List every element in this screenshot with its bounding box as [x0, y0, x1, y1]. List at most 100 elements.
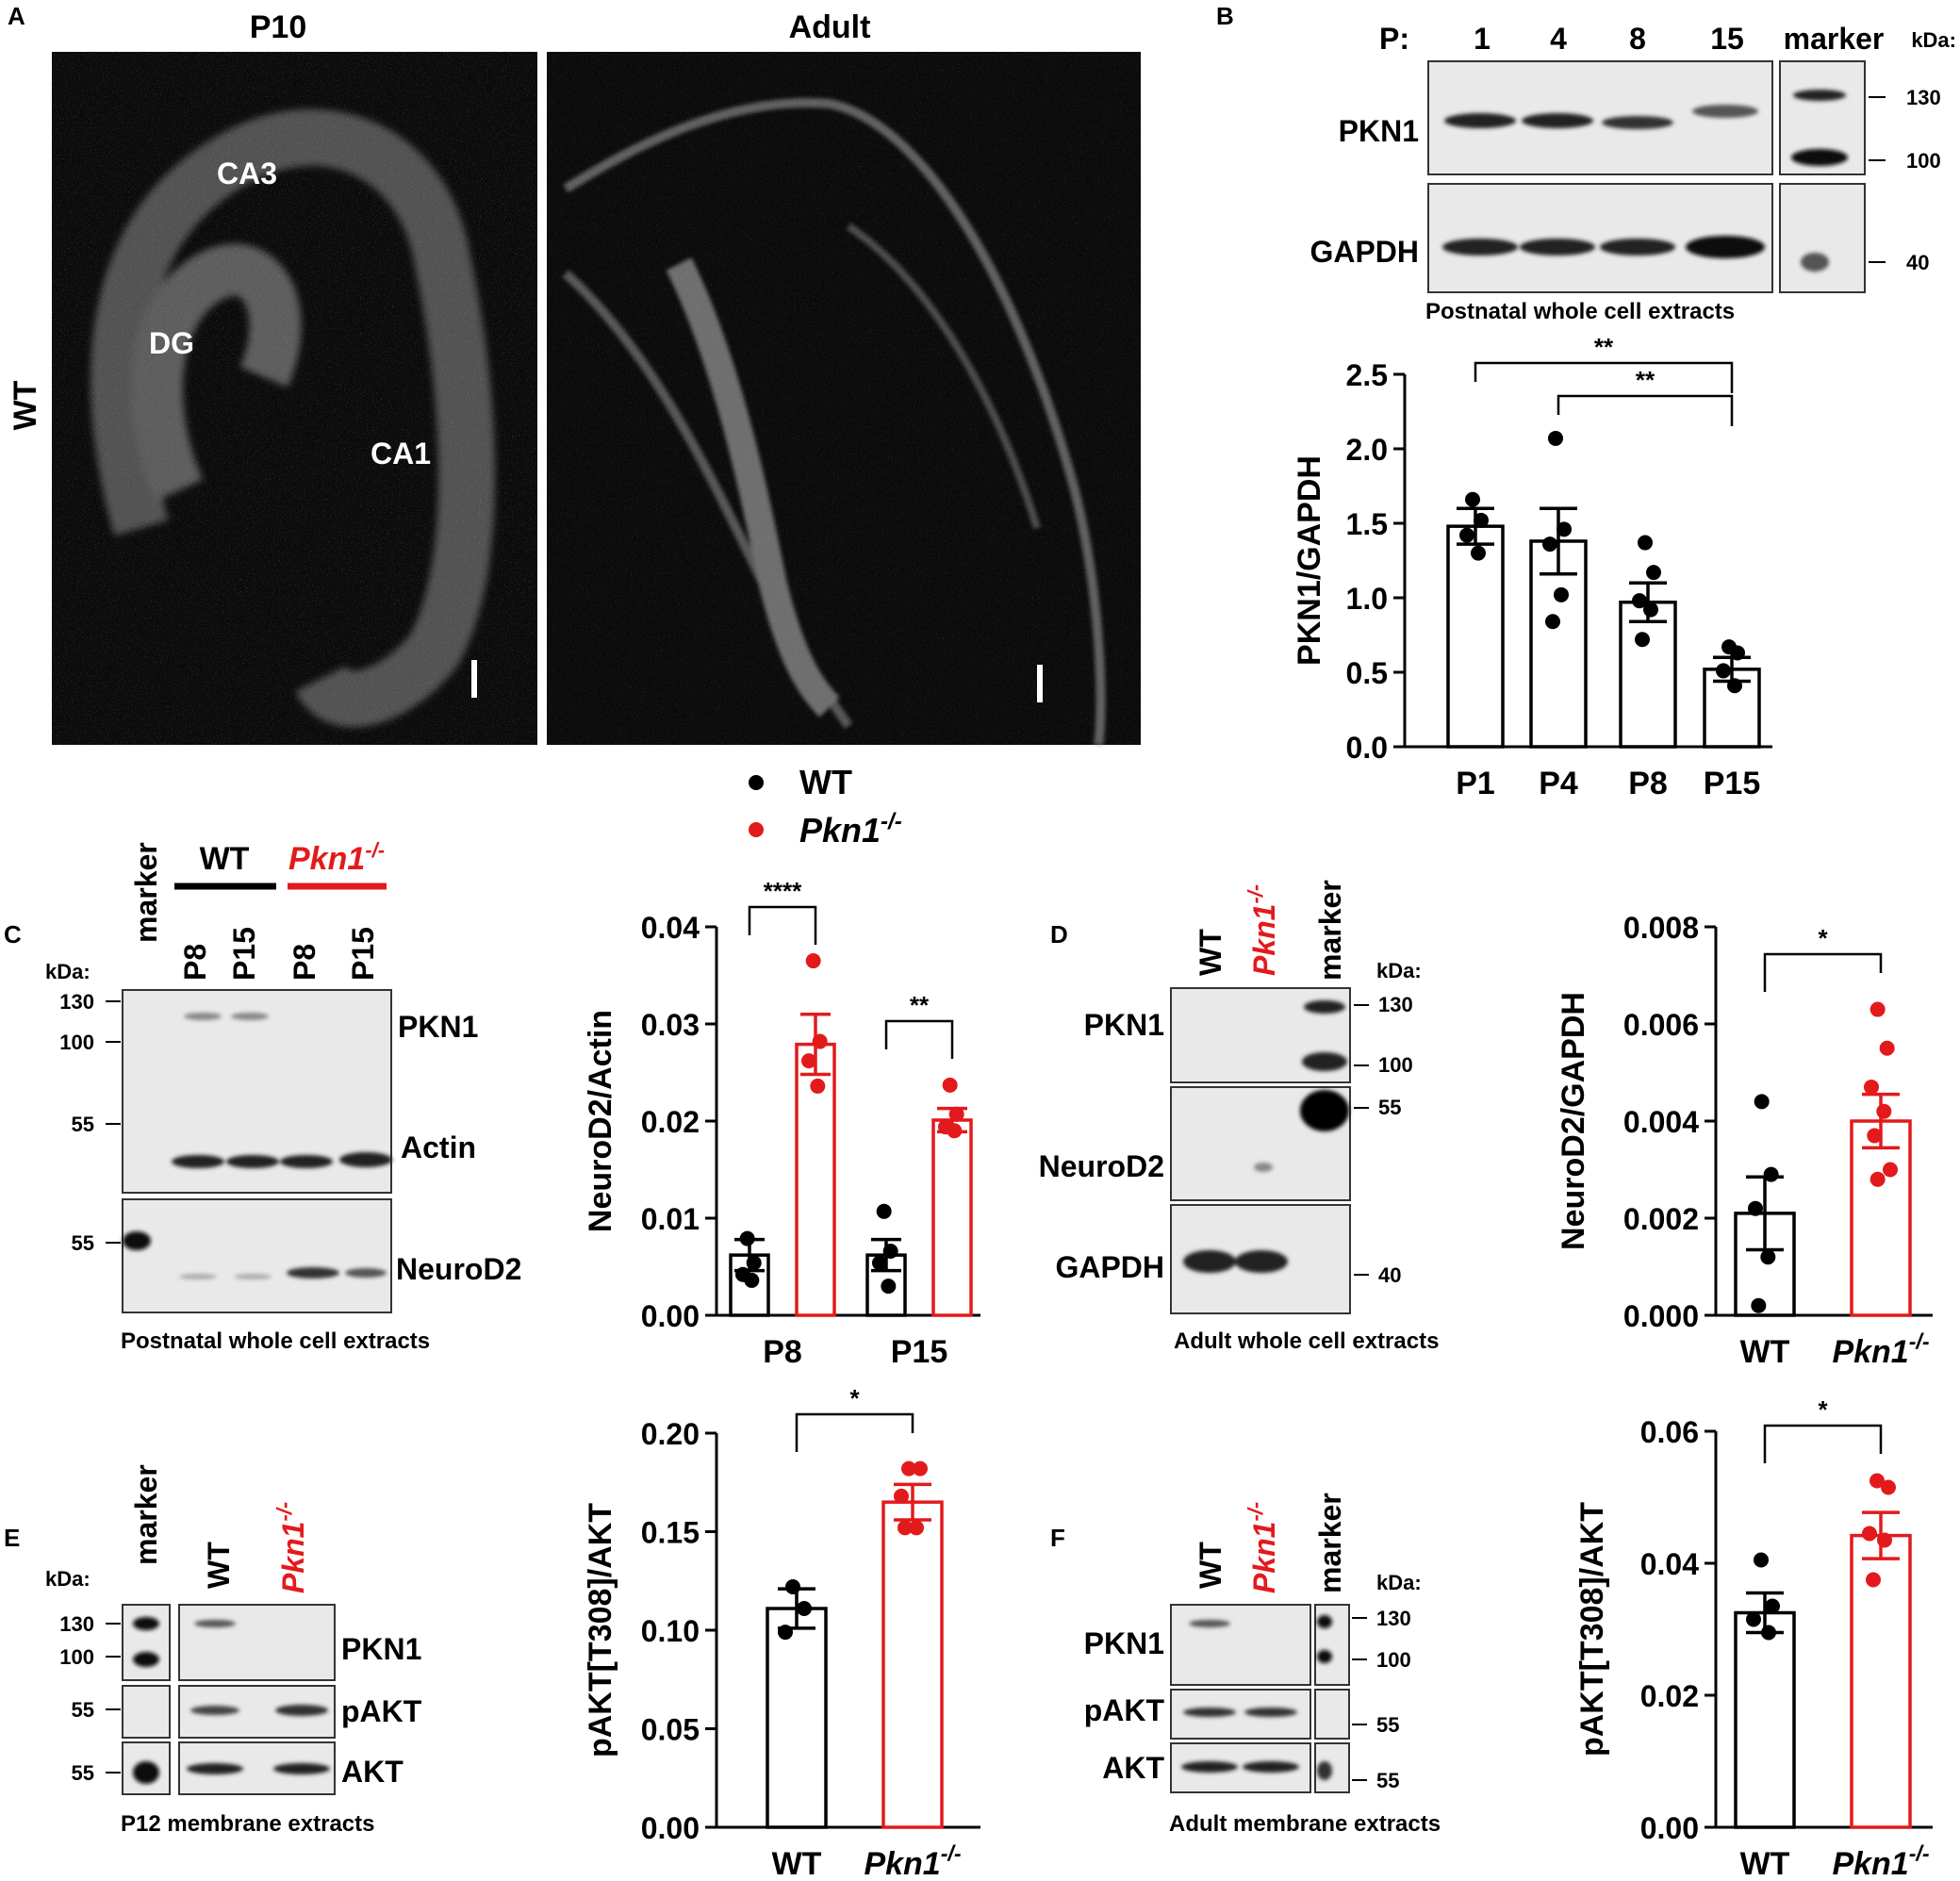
- protein-label-pkn1: PKN1: [1339, 114, 1419, 148]
- data-point: [1632, 593, 1647, 609]
- y-tick-label: 0.06: [1640, 1415, 1699, 1449]
- data-point: [1869, 1001, 1886, 1017]
- data-point: [1746, 1611, 1761, 1627]
- significance-label: ****: [764, 877, 802, 905]
- panel-letter-c: C: [4, 920, 22, 949]
- scale-bar: [1037, 665, 1043, 702]
- data-point: [1638, 535, 1653, 551]
- data-point: [1542, 536, 1557, 553]
- data-point: [1765, 1598, 1780, 1614]
- data-point: [797, 1601, 812, 1617]
- lane-prefix: P:: [1379, 22, 1409, 56]
- data-point: [739, 1230, 755, 1246]
- y-tick-label: 0.004: [1623, 1105, 1699, 1139]
- chart-d: 0.000 0.002 0.004 0.006 0.008 NeuroD2/GAPDH WT…: [1556, 911, 1933, 1370]
- data-point: [746, 1255, 762, 1271]
- data-point: [1867, 1128, 1883, 1144]
- y-tick-label: 1.0: [1346, 582, 1388, 616]
- size-label: 40: [1906, 251, 1929, 274]
- category-label: P1: [1456, 766, 1495, 801]
- blot-caption: Adult membrane extracts: [1169, 1811, 1441, 1837]
- lane-label-wt: WT: [202, 1542, 236, 1589]
- marker-label: marker: [1784, 22, 1885, 56]
- data-point: [1748, 1200, 1763, 1216]
- scale-bar: [471, 660, 477, 698]
- data-point: [1881, 1479, 1896, 1495]
- protein-label-akt: AKT: [341, 1755, 404, 1789]
- data-point: [947, 1123, 963, 1139]
- significance-label: **: [1636, 366, 1655, 394]
- blot-caption: Adult whole cell extracts: [1174, 1328, 1439, 1354]
- lane-label-marker: marker: [1313, 1493, 1347, 1593]
- y-tick-label: 0.20: [641, 1417, 700, 1451]
- protein-label-neurod2: NeuroD2: [1039, 1149, 1164, 1183]
- chart-f: 0.00 0.02 0.04 0.06 pAKT[T308]/AKT WT Pkn1-/- *: [1574, 1395, 1933, 1881]
- data-point: [1864, 1079, 1879, 1095]
- data-point: [1465, 491, 1480, 507]
- kda-label: kDa:: [45, 1567, 91, 1591]
- bar: [931, 1118, 973, 1317]
- y-tick-label: 0.03: [641, 1008, 700, 1042]
- lane-label: 15: [1710, 22, 1744, 56]
- data-point: [1879, 1040, 1895, 1056]
- data-point: [1556, 521, 1572, 537]
- y-tick-label: 0.01: [641, 1202, 700, 1236]
- bar: [1734, 1610, 1796, 1829]
- group-label-wt: WT: [200, 841, 250, 877]
- data-point: [1554, 586, 1569, 602]
- blot-pkn1: [1170, 1604, 1311, 1686]
- protein-label-pkn1: PKN1: [1084, 1626, 1164, 1660]
- significance-bracket: [1763, 1424, 1883, 1463]
- blot-caption: Postnatal whole cell extracts: [1425, 299, 1735, 324]
- chart-e: 0.00 0.05 0.10 0.15 0.20 pAKT[T308]/AKT WT Pkn1…: [583, 1384, 980, 1881]
- category-label: P15: [891, 1334, 948, 1370]
- category-label: P8: [1628, 766, 1668, 801]
- size-label: 130: [59, 990, 94, 1014]
- legend: WT Pkn1-/-: [749, 763, 902, 850]
- data-point: [1754, 1094, 1770, 1110]
- lane-label-ko: Pkn1-/-: [272, 1502, 310, 1593]
- size-label: 55: [72, 1761, 94, 1785]
- significance-bracket: [1763, 952, 1883, 992]
- kda-label: kDa:: [1376, 959, 1422, 982]
- data-point: [810, 1078, 826, 1094]
- data-point: [1869, 1473, 1885, 1489]
- lane-label-wt: WT: [1194, 929, 1227, 976]
- col-title-adult: Adult: [789, 9, 871, 45]
- blot-gapdh: [1427, 183, 1773, 293]
- significance-label: **: [910, 991, 930, 1019]
- kda-label: kDa:: [45, 960, 91, 983]
- protein-label-gapdh: GAPDH: [1309, 235, 1419, 269]
- size-label: 55: [72, 1231, 94, 1255]
- data-point: [909, 1520, 924, 1536]
- data-point: [948, 1106, 964, 1122]
- y-tick-label: 0.02: [1640, 1679, 1699, 1713]
- blot-neurod2: [122, 1198, 392, 1313]
- protein-label-neurod2: NeuroD2: [396, 1252, 521, 1286]
- data-point: [1727, 678, 1742, 694]
- data-point: [913, 1460, 928, 1477]
- data-point: [894, 1488, 909, 1504]
- category-label: WT: [1740, 1846, 1790, 1881]
- significance-bracket: [1474, 361, 1734, 393]
- protein-label-gapdh: GAPDH: [1055, 1250, 1164, 1284]
- size-label: 130: [1378, 993, 1413, 1016]
- lane-label: P8: [178, 944, 212, 981]
- lane-label-ko: Pkn1-/-: [1244, 1502, 1281, 1593]
- size-label: 55: [1376, 1769, 1399, 1792]
- panel-letter-e: E: [4, 1524, 20, 1552]
- bar: [1446, 524, 1505, 749]
- size-label: 55: [72, 1698, 94, 1722]
- size-label: 100: [1376, 1648, 1411, 1672]
- lane-label-ko: Pkn1-/-: [1244, 884, 1281, 976]
- blot-pkn1: [178, 1604, 336, 1681]
- bar: [1619, 600, 1677, 749]
- y-tick-label: 0.05: [641, 1713, 700, 1747]
- data-point: [785, 1579, 800, 1595]
- lane-label: P15: [227, 927, 261, 981]
- category-label: P8: [763, 1334, 802, 1370]
- data-point: [801, 1053, 816, 1069]
- data-point: [1869, 1171, 1886, 1187]
- kda-label: kDa:: [1376, 1571, 1422, 1594]
- region-dg: DG: [149, 326, 194, 360]
